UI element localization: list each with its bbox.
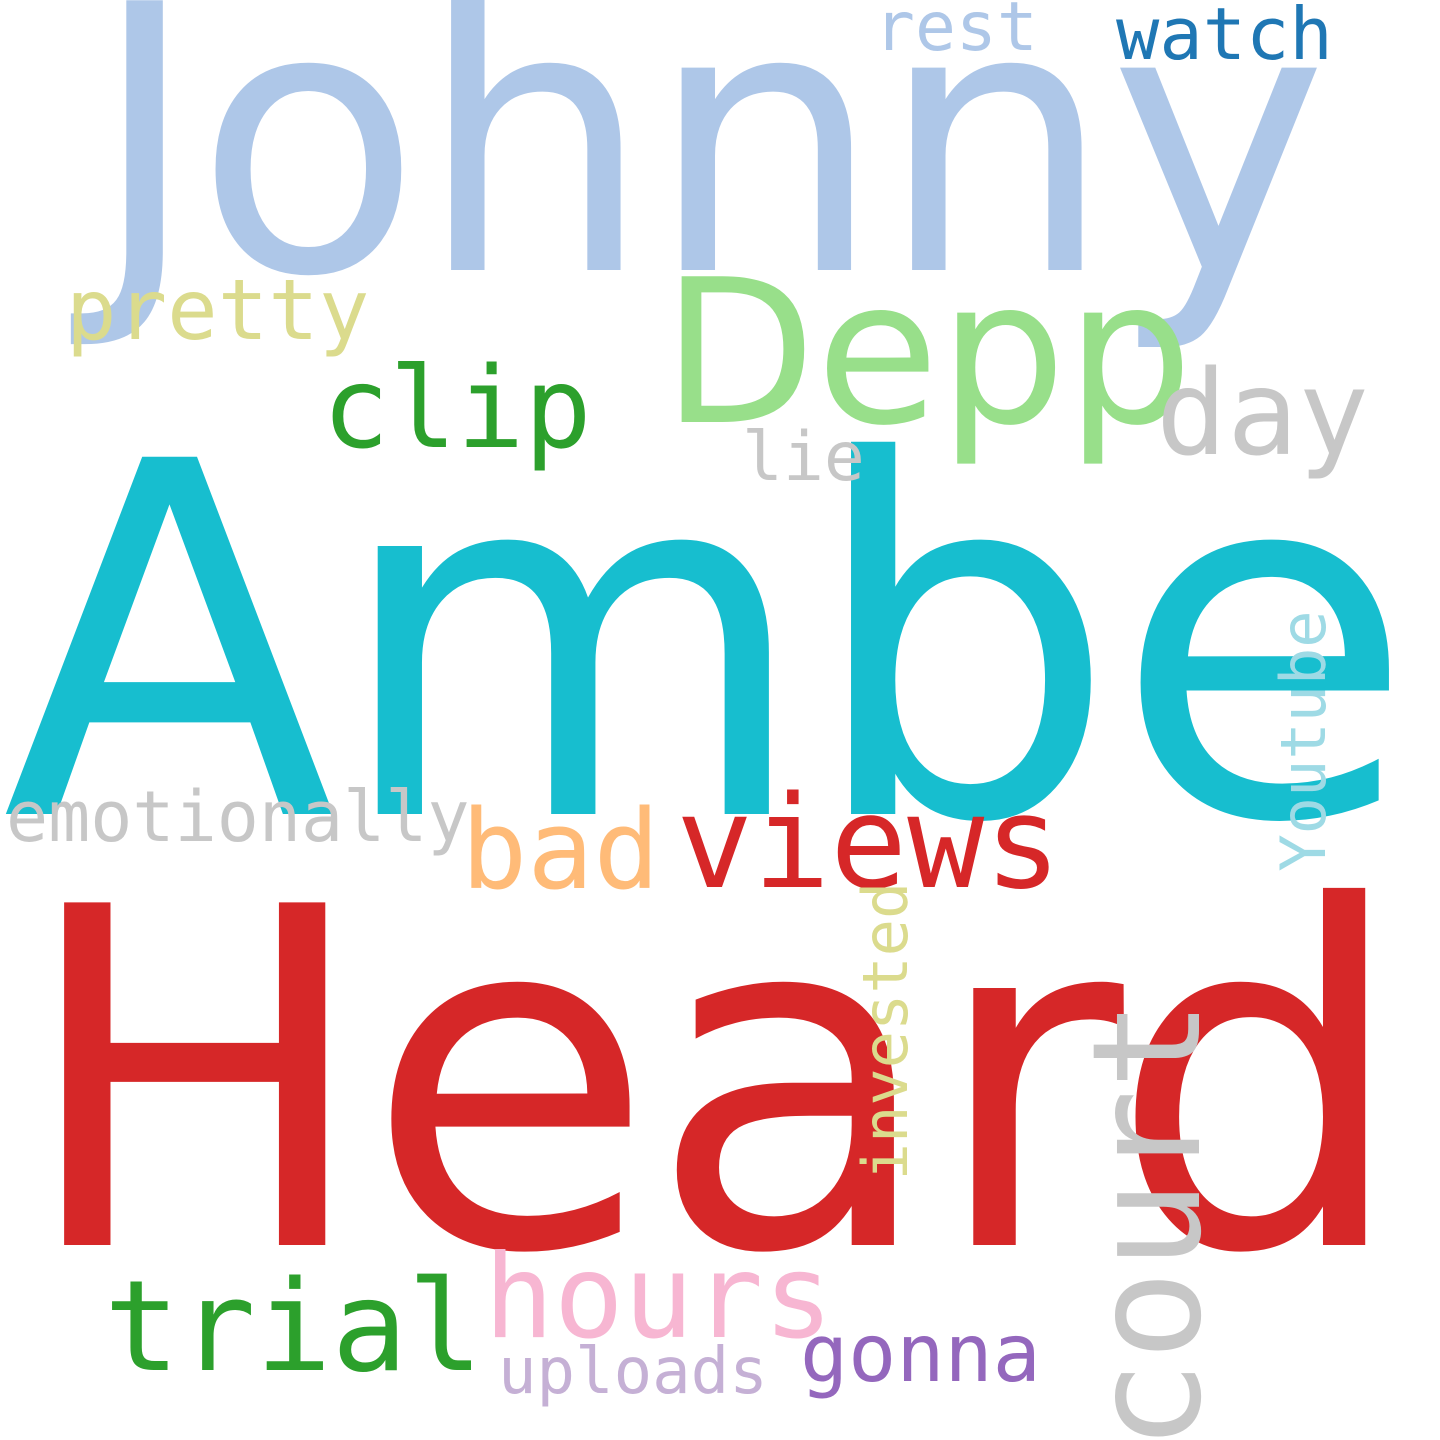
word-pretty: pretty bbox=[66, 261, 370, 359]
word-day: day bbox=[1156, 344, 1370, 482]
word-hours: hours bbox=[484, 1230, 834, 1365]
word-depp: Depp bbox=[662, 237, 1193, 470]
word-rest: rest bbox=[874, 0, 1038, 67]
word-emotionally: emotionally bbox=[6, 776, 470, 858]
word-amber: Amber bbox=[2, 359, 1440, 930]
word-invested: invested bbox=[849, 881, 922, 1181]
word-views: views bbox=[676, 769, 1062, 918]
word-court: court bbox=[1061, 999, 1235, 1440]
word-johnny: Johnny bbox=[90, 0, 1328, 358]
word-uploads: uploads bbox=[498, 1335, 768, 1409]
word-trial: trial bbox=[104, 1253, 484, 1400]
word-bad: bad bbox=[461, 786, 660, 914]
word-lie: lie bbox=[742, 418, 865, 497]
word-youtube: Youtube bbox=[1267, 610, 1340, 872]
word-gonna: gonna bbox=[800, 1307, 1041, 1400]
word-heard: Heard bbox=[18, 809, 1408, 1356]
word-watch: watch bbox=[1116, 0, 1333, 76]
word-clip: clip bbox=[322, 344, 592, 474]
